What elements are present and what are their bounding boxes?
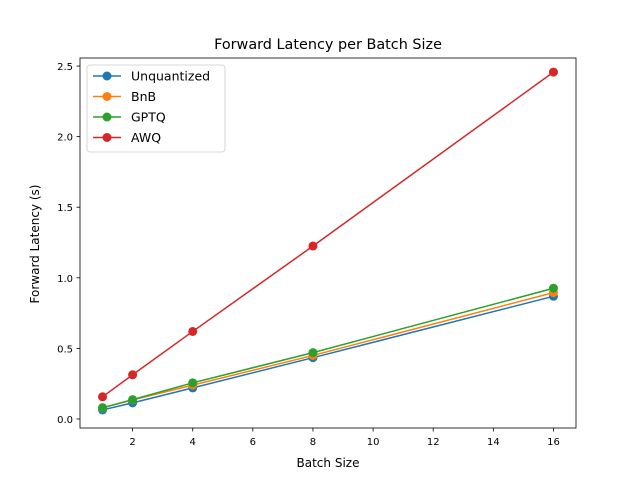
data-point [308, 241, 318, 251]
series-line [102, 295, 554, 411]
y-tick-label: 2.0 [57, 133, 73, 144]
legend-label: AWQ [131, 130, 161, 145]
x-tick-label: 8 [310, 437, 316, 448]
series-line [102, 291, 554, 409]
x-tick-label: 10 [367, 437, 380, 448]
data-point [128, 370, 138, 380]
plot-area-frame [79, 57, 577, 429]
legend-frame [86, 64, 226, 153]
legend: Unquantized BnB GPTQ AWQ [86, 64, 226, 153]
x-tick-label: 6 [250, 437, 256, 448]
x-tick-label: 4 [190, 437, 196, 448]
legend-marker [102, 133, 112, 142]
data-point [548, 283, 558, 293]
legend-marker [102, 92, 112, 101]
series-gptq [98, 283, 558, 413]
data-point [308, 348, 318, 358]
data-point [128, 395, 138, 405]
x-tick-label: 14 [487, 437, 500, 448]
x-tick-label: 16 [547, 437, 560, 448]
legend-entry: BnB [93, 89, 156, 104]
legend-marker [102, 71, 112, 81]
data-point [188, 378, 198, 388]
y-tick-label: 0.5 [57, 344, 73, 355]
legend-marker [102, 112, 112, 122]
data-point [98, 403, 108, 413]
chart-title: Forward Latency per Batch Size [214, 37, 442, 53]
legend-entry: GPTQ [93, 110, 166, 125]
y-tick-label: 0.0 [57, 415, 73, 426]
y-axis-label: Forward Latency (s) [28, 185, 42, 304]
y-tick-label: 1.5 [57, 203, 73, 214]
x-tick-label: 2 [129, 437, 135, 448]
x-axis-label: Batch Size [297, 456, 360, 470]
x-tick-label: 12 [427, 437, 440, 448]
legend-label: GPTQ [131, 110, 166, 125]
data-point [98, 392, 108, 402]
legend-label: BnB [131, 89, 156, 104]
y-tick-label: 1.0 [57, 274, 73, 285]
data-point [188, 326, 198, 336]
legend-entry: Unquantized [93, 69, 210, 84]
legend-label: Unquantized [131, 69, 210, 84]
data-point [548, 67, 558, 77]
legend-entry: AWQ [93, 130, 161, 145]
series-awq [98, 67, 558, 402]
y-tick-label: 2.5 [57, 62, 73, 73]
